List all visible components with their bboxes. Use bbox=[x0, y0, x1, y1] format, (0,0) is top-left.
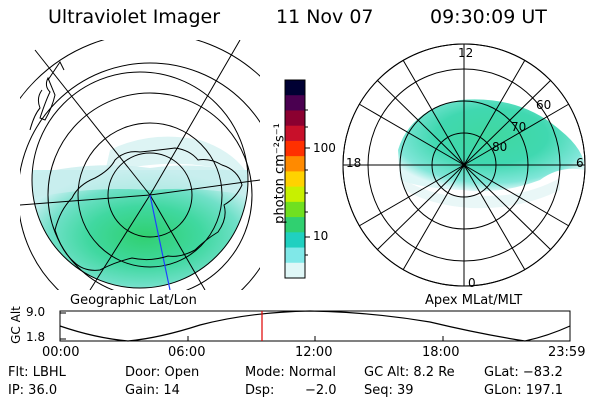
timeline-xtick-0000: 00:00 bbox=[42, 345, 80, 360]
glon-info: GLon: 197.1 bbox=[484, 383, 564, 398]
colorbar-segment bbox=[285, 95, 305, 112]
mlat-label-80: 80 bbox=[492, 140, 508, 154]
apex-caption: Apex MLat/MLT bbox=[425, 293, 523, 308]
gc-alt-info: GC Alt: 8.2 Re bbox=[364, 365, 455, 380]
mlat-label-70: 70 bbox=[511, 120, 527, 134]
colorbar-segment bbox=[285, 80, 305, 96]
dsp-info: Dsp: bbox=[245, 383, 275, 398]
mlt-label-0: 0 bbox=[468, 276, 476, 290]
timeline-plot bbox=[59, 310, 571, 342]
timeline-ylabel: GC Alt bbox=[9, 306, 23, 344]
date-label: 11 Nov 07 bbox=[276, 6, 374, 28]
colorbar-segment bbox=[285, 217, 305, 233]
gain-info: Gain: 14 bbox=[125, 383, 180, 398]
geographic-caption: Geographic Lat/Lon bbox=[70, 293, 197, 308]
colorbar-segment bbox=[285, 171, 305, 188]
colorbar-segment bbox=[285, 186, 305, 203]
mode-info: Mode: Normal bbox=[245, 365, 336, 380]
dsp-value: −2.0 bbox=[305, 383, 337, 398]
coastline-antarctica bbox=[54, 147, 243, 271]
timeline-ytick-1.8: 1.8 bbox=[26, 330, 46, 344]
mlt-label-12: 12 bbox=[458, 46, 474, 60]
geographic-map bbox=[20, 40, 260, 290]
time-label: 09:30:09 UT bbox=[430, 6, 547, 28]
colorbar-segment bbox=[285, 247, 305, 264]
instrument-title: Ultraviolet Imager bbox=[48, 6, 221, 28]
timeline-xtick-2359: 23:59 bbox=[548, 345, 586, 360]
colorbar bbox=[284, 79, 310, 279]
glat-info: GLat: −83.2 bbox=[484, 365, 563, 380]
timeline-ytick-9: 9.0 bbox=[26, 305, 46, 319]
filter-info: Flt: LBHL bbox=[8, 365, 66, 380]
timeline-xtick-1200: 12:00 bbox=[295, 345, 333, 360]
colorbar-segment bbox=[285, 140, 305, 157]
colorbar-segment bbox=[285, 110, 305, 127]
colorbar-segment bbox=[285, 125, 305, 142]
colorbar-segment bbox=[285, 232, 305, 249]
colorbar-segment bbox=[285, 156, 305, 172]
timeline-xtick-1800: 18:00 bbox=[422, 345, 460, 360]
colorbar-unit-label: photon cm⁻²s⁻¹ bbox=[272, 123, 288, 224]
altitude-curve bbox=[59, 310, 571, 342]
colorbar-tick-100: 100 bbox=[313, 141, 336, 155]
mlat-label-60: 60 bbox=[536, 98, 552, 112]
door-info: Door: Open bbox=[125, 365, 200, 380]
ip-info: IP: 36.0 bbox=[8, 383, 58, 398]
apex-map bbox=[342, 43, 586, 287]
colorbar-tick-10: 10 bbox=[313, 229, 329, 243]
mlt-label-6: 6 bbox=[576, 156, 584, 170]
colorbar-segment bbox=[285, 201, 305, 218]
timeline-xtick-0600: 06:00 bbox=[168, 345, 206, 360]
colorbar-segment bbox=[285, 262, 305, 279]
seq-info: Seq: 39 bbox=[364, 383, 414, 398]
mlt-label-18: 18 bbox=[346, 156, 362, 170]
